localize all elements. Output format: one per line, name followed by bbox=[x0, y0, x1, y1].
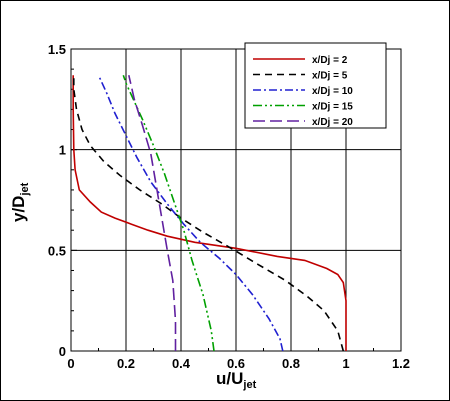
x-tick-labels: 0 0.2 0.4 0.6 0.8 1 1.2 bbox=[67, 356, 410, 371]
y-axis-title: y/Djet bbox=[9, 182, 31, 222]
x-tick-label: 1 bbox=[342, 356, 349, 371]
x-tick-label: 0.6 bbox=[227, 356, 245, 371]
series-line-2 bbox=[73, 77, 345, 352]
legend-label: x/Dj = 5 bbox=[312, 71, 348, 82]
legend-box bbox=[244, 42, 387, 129]
legend-label: x/Dj = 10 bbox=[312, 86, 353, 97]
y-tick-label: 1.5 bbox=[48, 42, 66, 57]
legend-label: x/Dj = 20 bbox=[312, 117, 353, 128]
x-axis-title: u/Ujet bbox=[216, 369, 257, 391]
legend-label: x/Dj = 15 bbox=[312, 102, 353, 113]
y-axis-title-main: y/D bbox=[9, 196, 28, 222]
legend-label: x/Dj = 2 bbox=[312, 55, 348, 66]
y-axis-title-sub: jet bbox=[19, 182, 31, 196]
series-line-1 bbox=[72, 75, 347, 351]
y-tick-labels: 0 0.5 1 1.5 bbox=[48, 42, 66, 359]
y-tick-label: 1 bbox=[59, 143, 66, 158]
x-axis-title-sub: jet bbox=[242, 379, 256, 391]
x-tick-label: 0 bbox=[67, 356, 74, 371]
x-tick-label: 0.4 bbox=[172, 356, 191, 371]
series-group bbox=[72, 74, 347, 352]
grid-lines bbox=[71, 49, 401, 351]
y-tick-label: 0 bbox=[59, 344, 66, 359]
y-tick-label: 0.5 bbox=[48, 243, 66, 258]
series-line-5 bbox=[128, 75, 177, 351]
x-tick-label: 1.2 bbox=[392, 356, 410, 371]
series-line-4 bbox=[122, 74, 215, 352]
series-line-3 bbox=[97, 74, 284, 352]
tick-marks bbox=[70, 48, 402, 352]
x-axis-title-main: u/U bbox=[216, 369, 243, 388]
legend: x/Dj = 2 x/Dj = 5 x/Dj = 10 x/Dj = 15 x/Dj =… bbox=[244, 42, 387, 129]
x-tick-label: 0.8 bbox=[282, 356, 300, 371]
x-tick-label: 0.2 bbox=[117, 356, 135, 371]
